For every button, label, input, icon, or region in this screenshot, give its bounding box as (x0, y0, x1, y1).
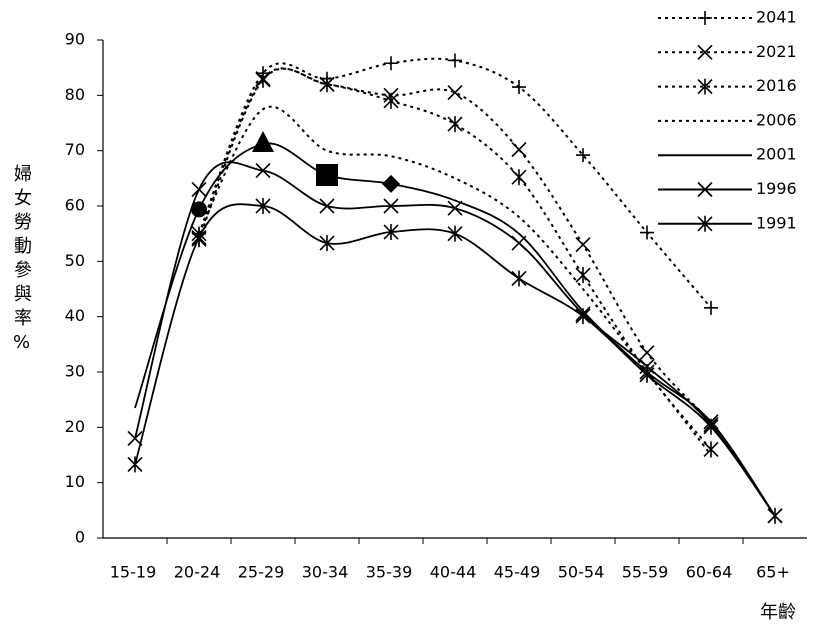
marker (576, 148, 590, 162)
y-tick-label: 70 (65, 140, 85, 159)
marker (256, 164, 270, 178)
y-tick-label: 50 (65, 251, 85, 270)
x-tick-label: 20-24 (174, 563, 221, 582)
marker (576, 267, 590, 283)
marker (192, 182, 206, 196)
marker (128, 456, 142, 472)
marker (512, 236, 526, 250)
marker (512, 143, 526, 157)
marker (704, 441, 718, 457)
x-tick-label: 60-64 (686, 563, 733, 582)
y-tick-label: 60 (65, 196, 85, 215)
marker (576, 238, 590, 252)
marker (448, 86, 462, 100)
marker (512, 169, 526, 185)
legend-label: 2001 (756, 145, 797, 164)
marker (512, 270, 526, 286)
y-tick-label: 30 (65, 362, 85, 381)
y-tick-label: 20 (65, 417, 85, 436)
marker (382, 175, 400, 193)
marker (448, 53, 462, 67)
marker (448, 226, 462, 242)
y-axis-title: 婦女勞動參與率% (8, 164, 34, 359)
marker (448, 116, 462, 132)
x-tick-label: 50-54 (558, 563, 605, 582)
legend-label: 2016 (756, 76, 797, 95)
marker (384, 56, 398, 70)
x-tick-label: 35-39 (366, 563, 413, 582)
marker (448, 201, 462, 215)
y-tick-label: 40 (65, 306, 85, 325)
marker (320, 199, 334, 213)
marker (768, 508, 782, 524)
x-axis-title: 年齡 (760, 598, 796, 624)
marker (256, 72, 270, 88)
x-tick-label: 25-29 (238, 563, 285, 582)
legend-label: 2021 (756, 42, 797, 61)
marker (252, 131, 274, 152)
x-tick-label: 65+ (756, 563, 790, 582)
marker (698, 11, 712, 25)
marker (640, 367, 654, 383)
y-tick-label: 10 (65, 472, 85, 491)
page: 0 10 20 30 40 50 60 70 80 90 15-19 20-24 25-29 30-34 3… (0, 0, 814, 630)
chart: 0 10 20 30 40 50 60 70 80 90 15-19 20-24 25-29 30-34 3… (0, 0, 814, 630)
series-line (135, 143, 775, 516)
legend-label: 1991 (756, 213, 797, 232)
series-line (135, 204, 775, 516)
series-line (199, 59, 711, 308)
x-tick-label: 55-59 (622, 563, 669, 582)
x-tick-label: 45-49 (494, 563, 541, 582)
y-tick-label: 90 (65, 30, 85, 49)
y-tick-label: 0 (75, 528, 85, 547)
x-tick-label: 15-19 (110, 563, 157, 582)
series-line (135, 162, 775, 516)
legend-label: 2006 (756, 110, 797, 129)
series-line (199, 107, 711, 455)
x-tick-label: 30-34 (302, 563, 349, 582)
marker (640, 346, 654, 360)
marker (316, 164, 338, 186)
legend-label: 1996 (756, 179, 797, 198)
y-tick-label: 80 (65, 85, 85, 104)
x-tick-label: 40-44 (430, 563, 477, 582)
legend-label: 2041 (756, 8, 797, 27)
